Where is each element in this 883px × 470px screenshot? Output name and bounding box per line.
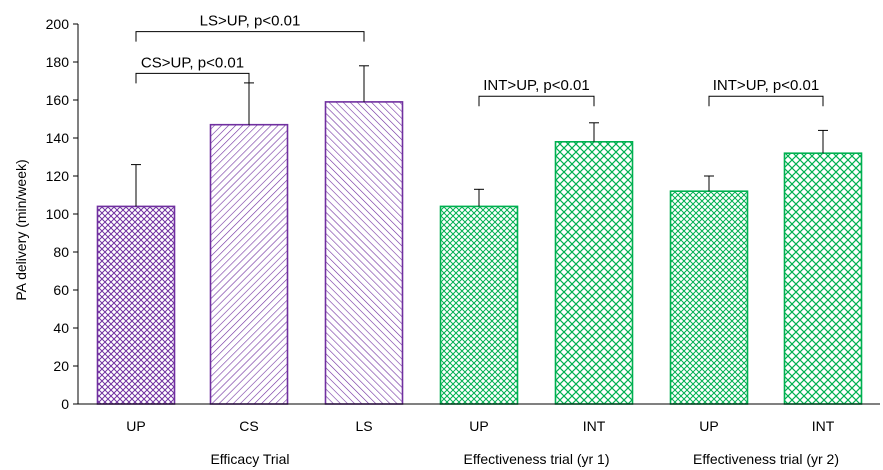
significance-bracket bbox=[135, 31, 365, 42]
bars bbox=[96, 65, 863, 405]
bar-ls bbox=[324, 101, 404, 405]
x-tick-label: INT bbox=[812, 418, 835, 434]
y-tick-label: 100 bbox=[46, 206, 70, 222]
significance-label: INT>UP, p<0.01 bbox=[713, 77, 819, 94]
y-tick-label: 180 bbox=[46, 54, 70, 70]
significance-bracket bbox=[135, 72, 250, 84]
x-tick-label: UP bbox=[126, 418, 145, 434]
group-label: Effectiveness trial (yr 2) bbox=[693, 451, 839, 467]
y-tick-label: 160 bbox=[46, 92, 70, 108]
significance-label: INT>UP, p<0.01 bbox=[483, 77, 589, 94]
x-tick-label: LS bbox=[355, 418, 372, 434]
bar-up bbox=[669, 190, 749, 405]
y-tick-label: 120 bbox=[46, 168, 70, 184]
group-label: Effectiveness trial (yr 1) bbox=[463, 451, 609, 467]
y-tick-label: 140 bbox=[46, 130, 70, 146]
significance-bracket bbox=[708, 95, 824, 107]
bar-int bbox=[554, 141, 634, 405]
y-tick-label: 80 bbox=[53, 244, 69, 260]
y-tick-label: 200 bbox=[46, 16, 70, 32]
y-tick-label: 20 bbox=[53, 358, 69, 374]
x-tick-label: UP bbox=[469, 418, 488, 434]
y-axis-label: PA delivery (min/week) bbox=[13, 159, 29, 300]
bar-up bbox=[96, 205, 176, 405]
group-label: Efficacy Trial bbox=[210, 451, 289, 467]
y-tick-label: 0 bbox=[61, 396, 69, 412]
bar-int bbox=[783, 152, 863, 405]
y-tick-label: 60 bbox=[53, 282, 69, 298]
bar-up bbox=[439, 205, 519, 405]
significance-label: CS>UP, p<0.01 bbox=[141, 54, 244, 71]
bar-cs bbox=[209, 123, 289, 405]
x-axis: UP CS LS UP INT UP INT Efficacy Trial Effectiven… bbox=[78, 403, 880, 467]
significance-bracket bbox=[478, 95, 595, 107]
y-tick-label: 40 bbox=[53, 320, 69, 336]
y-axis: 0 20 40 60 80 100 120 140 160 180 200 bbox=[46, 16, 79, 412]
significance-annotations: LS>UP, p<0.01 CS>UP, p<0.01 INT>UP, p<0.01… bbox=[135, 13, 824, 107]
significance-label: LS>UP, p<0.01 bbox=[200, 13, 301, 30]
x-tick-label: INT bbox=[583, 418, 606, 434]
x-tick-label: CS bbox=[239, 418, 258, 434]
x-tick-label: UP bbox=[699, 418, 718, 434]
